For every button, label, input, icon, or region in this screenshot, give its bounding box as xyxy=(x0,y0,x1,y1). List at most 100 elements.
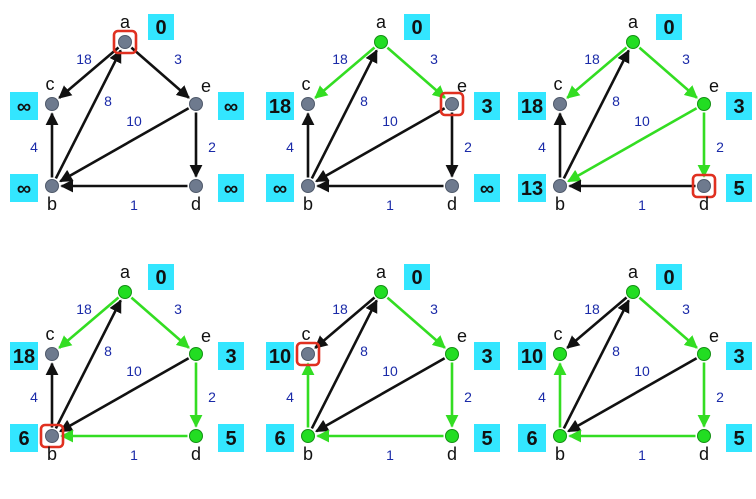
node-b xyxy=(45,179,59,193)
edge-weight-b-a: 8 xyxy=(104,343,112,359)
edge-a-e xyxy=(130,46,190,99)
distance-box-a xyxy=(656,14,682,40)
distance-box-b xyxy=(10,174,38,202)
node-label-e: e xyxy=(201,76,211,96)
edge-weight-b-c: 4 xyxy=(30,389,38,405)
edge-weight-b-a: 8 xyxy=(360,93,368,109)
distance-value-e: 3 xyxy=(733,346,744,368)
distance-value-c: 18 xyxy=(13,346,35,368)
node-a xyxy=(118,285,132,299)
edge-a-c xyxy=(58,46,120,99)
edge-weight-b-c: 4 xyxy=(538,139,546,155)
node-a xyxy=(374,285,388,299)
distance-value-e: 3 xyxy=(733,96,744,118)
distance-box-e xyxy=(726,92,752,120)
distance-value-b: ∞ xyxy=(273,178,287,200)
node-label-b: b xyxy=(303,194,313,214)
panel-1: 18 3 8 10 4 2 1 a 0 c ∞ e ∞ b ∞ d ∞ xyxy=(10,12,244,214)
distance-value-e: 3 xyxy=(481,96,492,118)
edge-e-b xyxy=(59,107,190,183)
distance-value-e: ∞ xyxy=(224,96,238,118)
distance-box-d xyxy=(726,174,752,202)
node-label-e: e xyxy=(457,326,467,346)
node-label-a: a xyxy=(376,12,387,32)
distance-box-c xyxy=(518,342,546,370)
node-label-b: b xyxy=(303,444,313,464)
distance-value-d: 5 xyxy=(225,428,236,450)
distance-box-a xyxy=(404,264,430,290)
node-label-a: a xyxy=(376,262,387,282)
node-d xyxy=(697,179,711,193)
edge-a-c xyxy=(314,46,376,99)
edge-weight-e-b: 10 xyxy=(382,113,398,129)
edge-weight-d-b: 1 xyxy=(638,197,646,213)
edge-weight-a-e: 3 xyxy=(682,301,690,317)
distance-box-e xyxy=(218,92,244,120)
edge-a-c xyxy=(58,296,120,349)
edge-weight-b-a: 8 xyxy=(360,343,368,359)
edge-a-e xyxy=(638,296,698,349)
edge-e-b xyxy=(59,357,190,433)
edge-b-a xyxy=(562,299,630,430)
distance-value-b: 6 xyxy=(274,428,285,450)
edge-weight-e-b: 10 xyxy=(382,363,398,379)
current-node-highlight xyxy=(39,423,65,449)
node-d xyxy=(697,429,711,443)
node-d xyxy=(189,429,203,443)
edge-weight-b-c: 4 xyxy=(286,139,294,155)
node-label-b: b xyxy=(555,444,565,464)
node-e xyxy=(445,97,459,111)
edge-a-e xyxy=(386,46,446,99)
edge-weight-a-e: 3 xyxy=(430,301,438,317)
node-c xyxy=(301,347,315,361)
distance-box-c xyxy=(10,92,38,120)
edge-weight-e-b: 10 xyxy=(634,113,650,129)
edge-weight-d-b: 1 xyxy=(386,447,394,463)
distance-box-c xyxy=(266,342,294,370)
node-label-a: a xyxy=(628,262,639,282)
distance-value-a: 0 xyxy=(155,267,166,289)
node-c xyxy=(45,97,59,111)
distance-value-b: 6 xyxy=(526,428,537,450)
edge-weight-a-c: 18 xyxy=(584,51,600,67)
node-e xyxy=(189,97,203,111)
edge-weight-a-c: 18 xyxy=(332,301,348,317)
edge-weight-a-c: 18 xyxy=(332,51,348,67)
edge-weight-a-c: 18 xyxy=(76,51,92,67)
node-a xyxy=(626,285,640,299)
node-c xyxy=(553,347,567,361)
edge-weight-b-a: 8 xyxy=(612,343,620,359)
edge-b-a xyxy=(310,299,378,430)
node-c xyxy=(553,97,567,111)
edge-a-c xyxy=(566,296,628,349)
distance-value-a: 0 xyxy=(663,267,674,289)
current-node-highlight xyxy=(295,341,321,367)
edge-weight-d-b: 1 xyxy=(638,447,646,463)
distance-value-c: 18 xyxy=(521,96,543,118)
edge-weight-e-d: 2 xyxy=(208,139,216,155)
node-label-d: d xyxy=(699,194,709,214)
distance-value-c: 10 xyxy=(269,346,291,368)
edge-weight-d-b: 1 xyxy=(130,447,138,463)
distance-value-d: ∞ xyxy=(224,178,238,200)
distance-value-a: 0 xyxy=(155,17,166,39)
distance-box-b xyxy=(518,424,546,452)
node-label-e: e xyxy=(709,326,719,346)
current-node-highlight xyxy=(691,173,717,199)
node-b xyxy=(553,179,567,193)
edge-weight-a-c: 18 xyxy=(584,301,600,317)
distance-box-d xyxy=(218,174,244,202)
node-e xyxy=(189,347,203,361)
distance-box-e xyxy=(726,342,752,370)
distance-value-d: 5 xyxy=(481,428,492,450)
current-node-highlight xyxy=(439,91,465,117)
node-e xyxy=(697,97,711,111)
node-label-c: c xyxy=(302,324,311,344)
edge-e-b xyxy=(567,357,698,433)
edge-e-b xyxy=(315,357,446,433)
edge-weight-b-c: 4 xyxy=(30,139,38,155)
